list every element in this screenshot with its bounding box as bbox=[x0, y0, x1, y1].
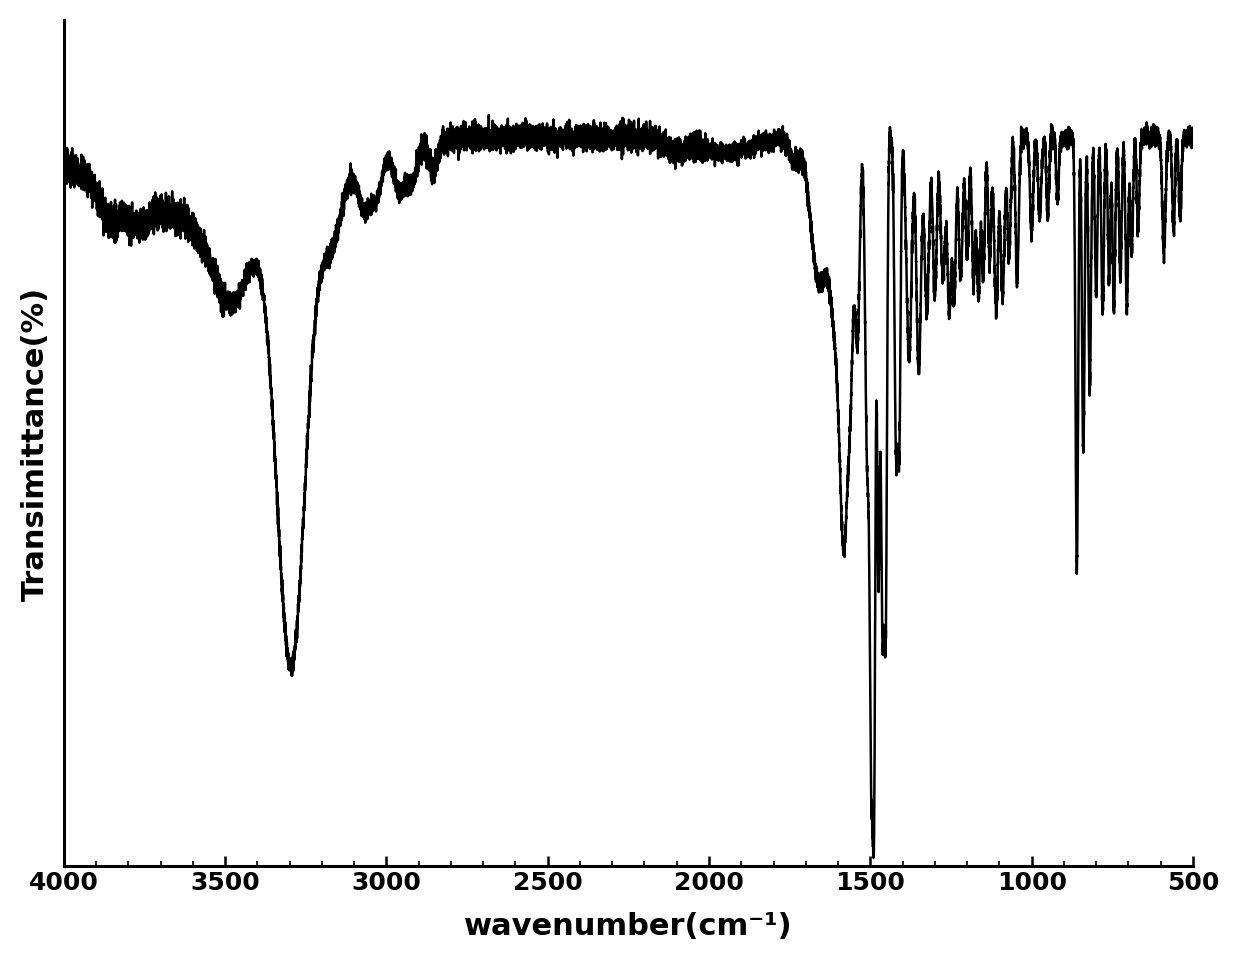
X-axis label: wavenumber(cm⁻¹): wavenumber(cm⁻¹) bbox=[464, 911, 792, 940]
Y-axis label: Transimittance(%): Transimittance(%) bbox=[21, 286, 50, 601]
